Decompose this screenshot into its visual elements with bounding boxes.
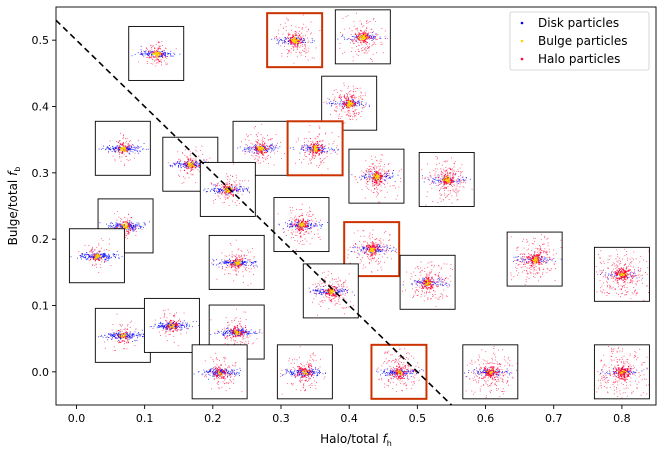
reference-dashed-line — [56, 19, 453, 405]
galaxy-frame — [94, 307, 151, 363]
galaxy-point — [348, 148, 405, 204]
galaxy-particles — [98, 132, 149, 166]
axes: 0.0 0.1 0.2 0.3 0.4 0.5 0.6 0.7 0.8 0.0 0.1 0.2 0.3 0… — [32, 6, 657, 425]
galaxy-point — [266, 12, 324, 69]
galaxy-point — [68, 228, 125, 284]
x-axis-label: Halo/total fh — [320, 432, 392, 448]
galaxy-particles — [99, 211, 150, 240]
x-tick-label: 0.1 — [136, 412, 154, 425]
galaxy-point — [94, 307, 151, 363]
galaxy-point — [286, 120, 344, 177]
galaxy-point — [334, 9, 391, 65]
legend-label-halo: Halo particles — [538, 52, 620, 66]
y-tick-label: 0.2 — [32, 233, 50, 246]
galaxy-particles — [131, 41, 181, 67]
y-tick-label: 0.0 — [32, 366, 50, 379]
galaxy-particles — [280, 346, 327, 395]
galaxy-particles — [98, 313, 149, 351]
galaxy-particles — [510, 233, 562, 286]
y-tick-label: 0.1 — [32, 300, 50, 313]
x-tick-label: 0.0 — [68, 412, 86, 425]
galaxy-particles — [421, 156, 473, 206]
y-tick-label: 0.5 — [32, 34, 50, 47]
legend-frame — [509, 11, 650, 71]
galaxy-particles — [237, 123, 285, 166]
galaxy-particles — [70, 238, 123, 273]
galaxy-particles — [323, 82, 370, 124]
galaxy-particles — [308, 271, 355, 316]
galaxy-particles — [402, 261, 453, 307]
galaxy-point — [143, 297, 200, 353]
galaxy-particles — [464, 346, 518, 398]
legend-marker-bulge — [520, 39, 524, 43]
y-tick-label: 0.3 — [32, 167, 50, 180]
galaxy-point — [418, 152, 475, 207]
legend: Disk particles Bulge particles Halo part… — [509, 11, 650, 71]
galaxy-point — [199, 161, 256, 217]
galaxy-thumbnails — [68, 9, 650, 400]
galaxy-point — [399, 254, 456, 310]
galaxy-point — [462, 344, 519, 400]
plot-frame — [55, 6, 657, 406]
galaxy-point — [191, 344, 248, 400]
galaxy-point — [321, 75, 378, 131]
galaxy-particles — [289, 125, 340, 175]
x-tick-label: 0.8 — [613, 412, 631, 425]
galaxy-particles — [596, 346, 650, 399]
legend-marker-halo — [520, 57, 524, 61]
x-tick-label: 0.3 — [272, 412, 290, 425]
galaxy-particles — [351, 154, 402, 203]
galaxy-particles — [203, 163, 250, 206]
galaxy-point — [128, 25, 185, 81]
galaxy-point — [593, 246, 650, 302]
galaxy-particles — [167, 145, 214, 184]
galaxy-point — [302, 263, 359, 319]
x-tick-label: 0.2 — [204, 412, 222, 425]
galaxy-particles — [149, 308, 200, 347]
legend-label-bulge: Bulge particles — [538, 34, 628, 48]
x-tick-label: 0.4 — [340, 412, 358, 425]
legend-label-disk: Disk particles — [538, 16, 619, 30]
galaxy-particles — [271, 14, 321, 64]
galaxy-particles — [193, 352, 243, 393]
galaxy-point — [506, 231, 563, 287]
galaxy-point — [94, 120, 151, 176]
legend-marker-disk — [520, 21, 524, 25]
galaxy-point — [593, 344, 650, 400]
x-tick-label: 0.5 — [409, 412, 427, 425]
galaxy-particles — [376, 348, 425, 393]
galaxy-particles — [211, 239, 258, 286]
galaxy-frame — [94, 120, 151, 176]
legend-item-bulge: Bulge particles — [520, 34, 628, 48]
galaxy-particles — [337, 12, 388, 62]
galaxy-point — [208, 234, 265, 290]
galaxy-particles — [277, 203, 328, 251]
legend-item-halo: Halo particles — [520, 52, 620, 66]
y-tick-label: 0.4 — [32, 101, 50, 114]
galaxy-point — [232, 120, 289, 176]
galaxy-particles — [347, 229, 398, 273]
x-tick-label: 0.6 — [477, 412, 495, 425]
galaxy-particles — [595, 248, 650, 301]
galaxy-point — [276, 344, 333, 400]
x-tick-label: 0.7 — [545, 412, 563, 425]
y-axis-label: Bulge/total fb — [6, 167, 22, 246]
legend-item-disk: Disk particles — [520, 16, 619, 30]
galaxy-point — [273, 197, 330, 253]
